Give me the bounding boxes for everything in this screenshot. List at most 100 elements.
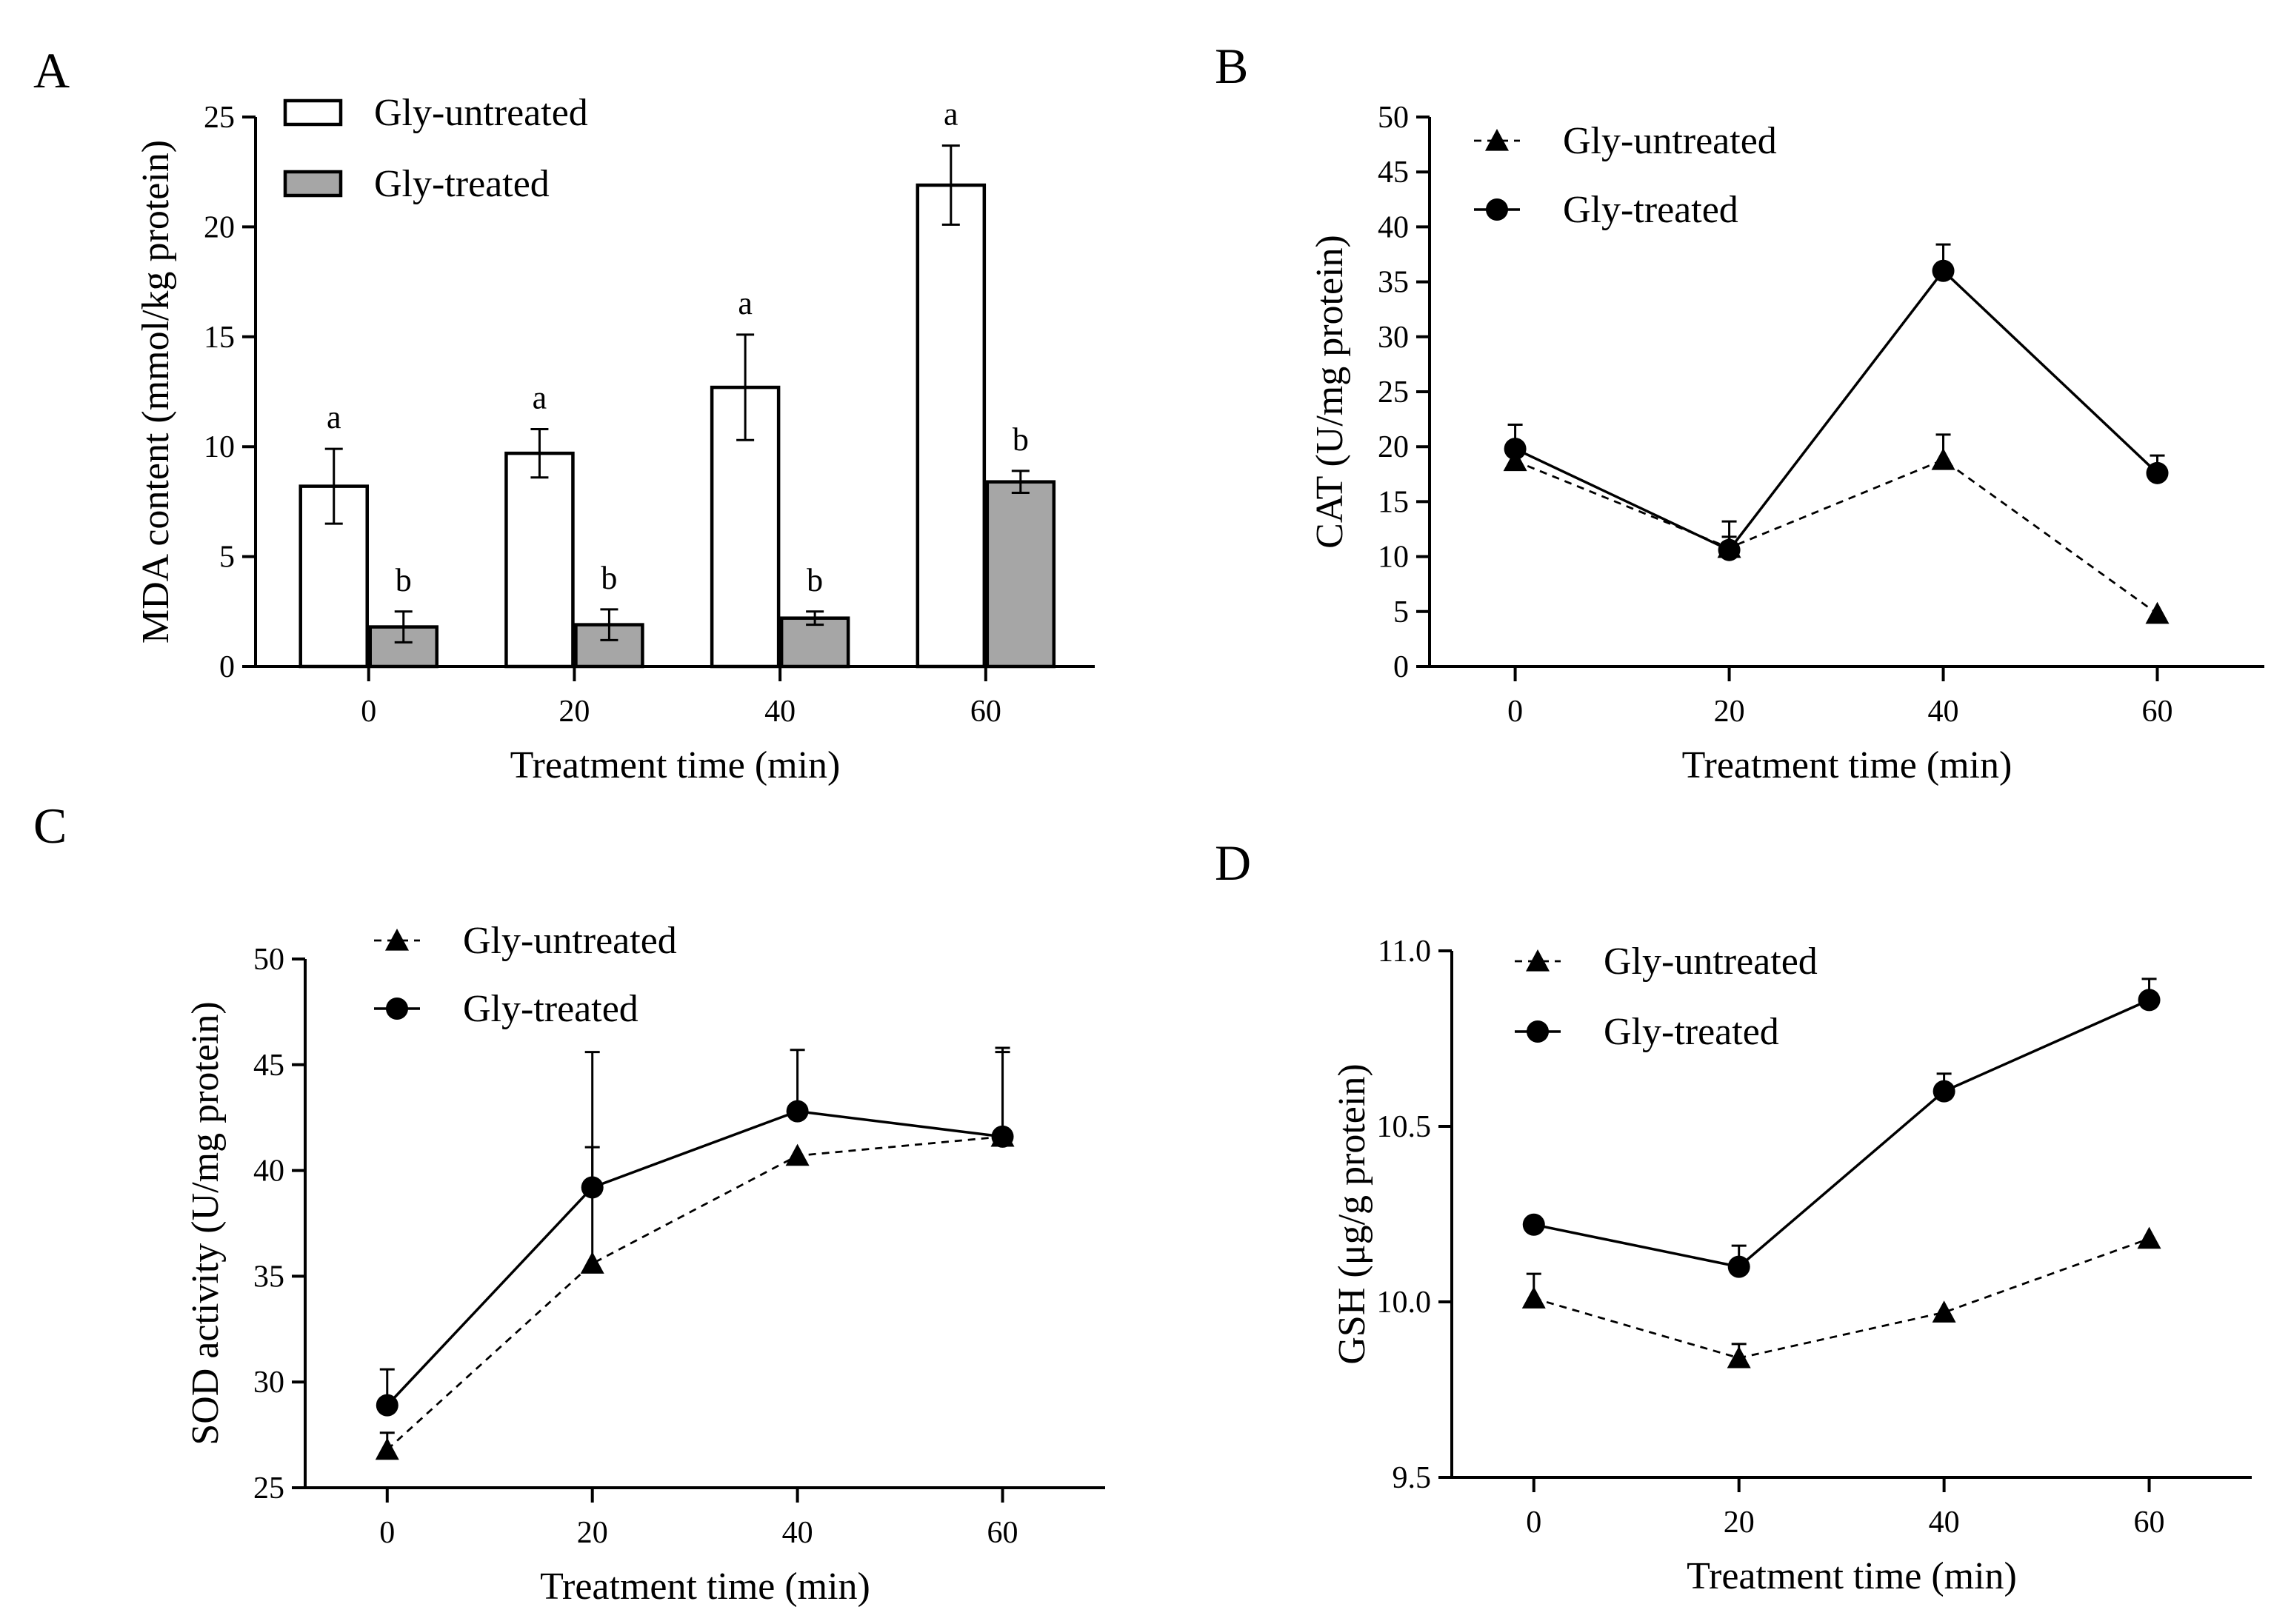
data-point-gly-treated [1522,1213,1545,1236]
legend-label: Gly-untreated [1604,940,1818,983]
x-tick-label: 0 [361,695,376,729]
y-tick-label: 20 [1378,430,1409,464]
legend-swatch [283,170,343,198]
y-tick-label: 5 [219,541,235,575]
y-tick-label: 35 [253,1260,284,1294]
significance-label: a [533,379,547,415]
data-point-gly-treated [581,1176,604,1199]
bar-gly-treated [985,480,1056,669]
y-axis-title: CAT (U/mg protein) [1309,235,1351,549]
y-axis-title: MDA content (mmol/kg protein) [135,140,177,644]
data-point-gly-untreated [2137,1226,2161,1249]
significance-label: a [944,96,958,133]
x-axis-title: Treatment time (min) [540,1565,870,1608]
data-point-gly-treated [786,1100,809,1123]
data-point-gly-treated [1504,438,1527,461]
y-tick-label: 25 [204,101,235,135]
legend-marker [1527,1020,1549,1043]
y-tick-label: 10 [1378,541,1409,575]
y-tick-label: 5 [1393,595,1409,629]
y-tick-label: 35 [1378,266,1409,300]
data-point-gly-untreated [580,1252,604,1274]
legend-marker [1526,949,1550,972]
y-tick-label: 11.0 [1378,935,1431,969]
significance-label: a [327,399,341,435]
legend-label: Gly-treated [374,163,550,205]
data-point-gly-untreated [785,1143,810,1166]
legend-label: Gly-untreated [463,920,677,962]
significance-label: b [601,560,617,596]
bar-gly-untreated [504,451,575,669]
y-tick-label: 0 [1393,650,1409,684]
x-tick-label: 20 [558,695,590,729]
x-tick-label: 40 [782,1516,813,1550]
panel-letter: B [1215,38,1248,94]
x-tick-label: 0 [379,1516,395,1550]
y-tick-label: 40 [253,1154,284,1189]
y-tick-label: 25 [253,1471,284,1506]
y-axis-title: SOD activity (U/mg protein) [184,1001,227,1445]
data-point-gly-untreated [2145,601,2170,624]
y-tick-label: 30 [1378,321,1409,355]
panel-letter: D [1215,835,1251,891]
x-tick-label: 60 [970,695,1001,729]
series-line-gly-treated [386,1109,1003,1406]
y-tick-label: 15 [204,321,235,355]
y-tick-label: 20 [204,210,235,244]
x-tick-label: 40 [764,695,796,729]
y-tick-label: 45 [1378,156,1409,190]
data-point-gly-treated [2138,989,2161,1012]
legend-marker [386,998,408,1020]
x-tick-label: 20 [1724,1506,1755,1540]
x-tick-label: 40 [1928,695,1959,729]
y-tick-label: 25 [1378,375,1409,410]
y-tick-label: 45 [253,1049,284,1083]
x-tick-label: 0 [1507,695,1523,729]
series-line-gly-treated [1533,998,2150,1269]
y-tick-label: 15 [1378,485,1409,519]
legend-label: Gly-untreated [1563,120,1777,162]
chart-panel-b: B 0 5 10 15 20 25 30 35 40 45 50 0 20 40 60 Treatment ti… [1215,38,2264,786]
y-tick-label: 10.0 [1377,1286,1432,1320]
bar-gly-untreated [916,183,987,669]
data-point-gly-untreated [1931,448,1955,470]
data-point-gly-treated [991,1125,1014,1148]
panel-letter: A [33,42,70,98]
series-line-gly-untreated [1533,1237,2150,1360]
legend-label: Gly-untreated [374,92,588,134]
x-tick-label: 60 [987,1516,1018,1550]
legend-swatch [283,98,343,127]
series-line-gly-untreated [1515,458,2158,615]
x-axis-title: Treatment time (min) [510,744,841,786]
significance-label: b [396,562,412,598]
series-line-gly-treated [1514,269,2158,552]
data-point-gly-untreated [1521,1286,1546,1309]
x-tick-label: 20 [1714,695,1745,729]
legend-label: Gly-treated [1604,1011,1779,1053]
y-tick-label: 40 [1378,210,1409,244]
chart-panel-d: D 9.5 10.0 10.5 11.0 0 20 40 60 Treatment time (m… [1215,835,2252,1597]
y-tick-label: 0 [219,650,235,684]
data-point-gly-treated [1932,259,1955,282]
panel-letter: C [33,798,67,854]
significance-label: b [807,562,823,598]
y-tick-label: 9.5 [1393,1461,1432,1495]
significance-label: b [1013,421,1029,458]
x-tick-label: 60 [2142,695,2173,729]
x-axis-title: Treatment time (min) [1682,744,2012,786]
x-axis-title: Treatment time (min) [1687,1555,2017,1597]
legend-marker [385,929,409,951]
x-tick-label: 60 [2134,1506,2165,1540]
y-tick-label: 10 [204,430,235,464]
x-tick-label: 20 [577,1516,608,1550]
data-point-gly-treated [1932,1080,1955,1103]
y-tick-label: 50 [1378,101,1409,135]
legend-marker [1486,198,1508,221]
data-point-gly-untreated [1727,1346,1751,1369]
chart-panel-c: C 25 30 35 40 45 50 0 20 40 60 Treatment time (min)… [33,798,1105,1608]
y-tick-label: 10.5 [1377,1110,1432,1144]
data-point-gly-untreated [375,1437,399,1460]
data-point-gly-treated [1718,538,1741,561]
data-point-gly-treated [1727,1255,1750,1278]
